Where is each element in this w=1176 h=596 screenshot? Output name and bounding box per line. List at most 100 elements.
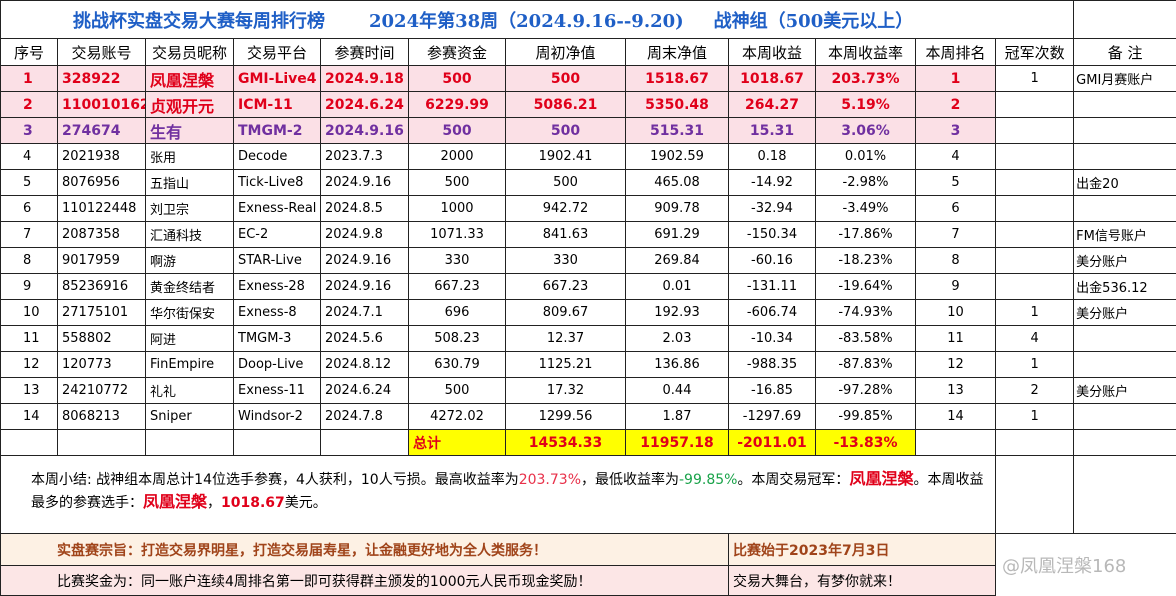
table-cell: 8076956 [58,170,146,196]
table-cell: 6229.99 [409,92,506,118]
summary-segment: 凤凰涅槃 [143,492,207,511]
summary-segment: 1018.67 [221,495,285,511]
table-cell: -19.64% [816,274,916,300]
table-cell: 136.86 [626,352,729,378]
table-cell: 10 [916,300,996,326]
prize: 比赛奖金为：同一账户连续4周排名第一即可获得群主颁发的1000元人民币现金奖励！ [1,566,729,596]
table-cell: 667.23 [506,274,626,300]
table-cell: 558802 [58,326,146,352]
table-cell: 942.72 [506,196,626,222]
table-cell: 2 [916,92,996,118]
table-cell: 696 [409,300,506,326]
header-cell: 本周排名 [916,39,996,66]
table-cell: Exness-8 [234,300,321,326]
table-cell: 328922 [58,66,146,92]
empty-cell [1074,1,1176,39]
empty-cell [1074,196,1176,222]
table-cell: 4 [916,144,996,170]
table-cell: 4 [996,326,1074,352]
table-cell: 500 [409,378,506,404]
table-cell: 0.01% [816,144,916,170]
empty-cell [996,274,1074,300]
table-cell: 凤凰涅槃 [146,66,234,92]
table-cell: TMGM-2 [234,118,321,144]
table-cell: 1 [996,352,1074,378]
table-cell: 贞观开元 [146,92,234,118]
summary-segment: ， [207,495,221,511]
table-cell: 809.67 [506,300,626,326]
table-cell: 192.93 [626,300,729,326]
table-cell: 1 [996,404,1074,430]
empty-cell [1074,92,1176,118]
title-week: 2024年第38周（2024.9.16--9.20) [369,11,684,32]
table-cell: 2024.9.8 [321,222,409,248]
table-cell: 12.37 [506,326,626,352]
empty-cell [1074,144,1176,170]
table-cell: 2024.6.24 [321,92,409,118]
table-cell: -74.93% [816,300,916,326]
table-cell: 11 [1,326,58,352]
empty-cell [1074,404,1176,430]
empty-cell [996,430,1074,456]
table-cell: 5.19% [816,92,916,118]
table-cell: 11 [916,326,996,352]
header-cell: 备 注 [1074,39,1176,66]
table-cell: 5 [916,170,996,196]
table-cell: 1071.33 [409,222,506,248]
table-cell: 85236916 [58,274,146,300]
table-cell: -988.35 [729,352,816,378]
title-group: 战神组（500美元以上） [714,11,914,32]
table-cell: 1100101620 [58,92,146,118]
table-row: 序号交易账号交易员昵称交易平台参赛时间参赛资金周初净值周末净值本周收益本周收益率… [1,39,1176,66]
table-cell: 1902.41 [506,144,626,170]
table-cell: 生有 [146,118,234,144]
table-cell: 2 [1,92,58,118]
table-cell: 3 [916,118,996,144]
table-cell: 8 [916,248,996,274]
table-cell: -97.28% [816,378,916,404]
table-cell: 1018.67 [729,66,816,92]
summary-cell: 本周小结: 战神组本周总计14位选手参赛，4人获利，10人亏损。最高收益率为20… [1,456,996,534]
total-value: -2011.01 [729,430,816,456]
table-cell: 508.23 [409,326,506,352]
table-cell: 五指山 [146,170,234,196]
table-cell: -87.83% [816,352,916,378]
summary-segment: 。本周交易冠军： [737,472,849,488]
empty-cell [996,92,1074,118]
table-cell: GMI-Live4 [234,66,321,92]
empty-cell [1,430,58,456]
table-cell: 27175101 [58,300,146,326]
table-cell: 500 [506,66,626,92]
table-cell: 691.29 [626,222,729,248]
table-cell: 2024.6.24 [321,378,409,404]
table-cell: 2023.7.3 [321,144,409,170]
table-cell: 2024.9.16 [321,248,409,274]
table-cell: 6 [1,196,58,222]
table-cell: 8 [1,248,58,274]
table-cell: 2000 [409,144,506,170]
table-cell: Doop-Live [234,352,321,378]
total-value: -13.83% [816,430,916,456]
empty-cell [1074,326,1176,352]
table-cell: 24210772 [58,378,146,404]
table-cell: 5 [1,170,58,196]
start-date: 比赛始于2023年7月3日 [729,534,996,566]
table-cell: -2.98% [816,170,916,196]
table-cell: 0.18 [729,144,816,170]
table-cell: 1518.67 [626,66,729,92]
table-cell: -3.49% [816,196,916,222]
table-cell: 2087358 [58,222,146,248]
table-cell: -131.11 [729,274,816,300]
header-cell: 交易平台 [234,39,321,66]
table-cell: 华尔街保安 [146,300,234,326]
